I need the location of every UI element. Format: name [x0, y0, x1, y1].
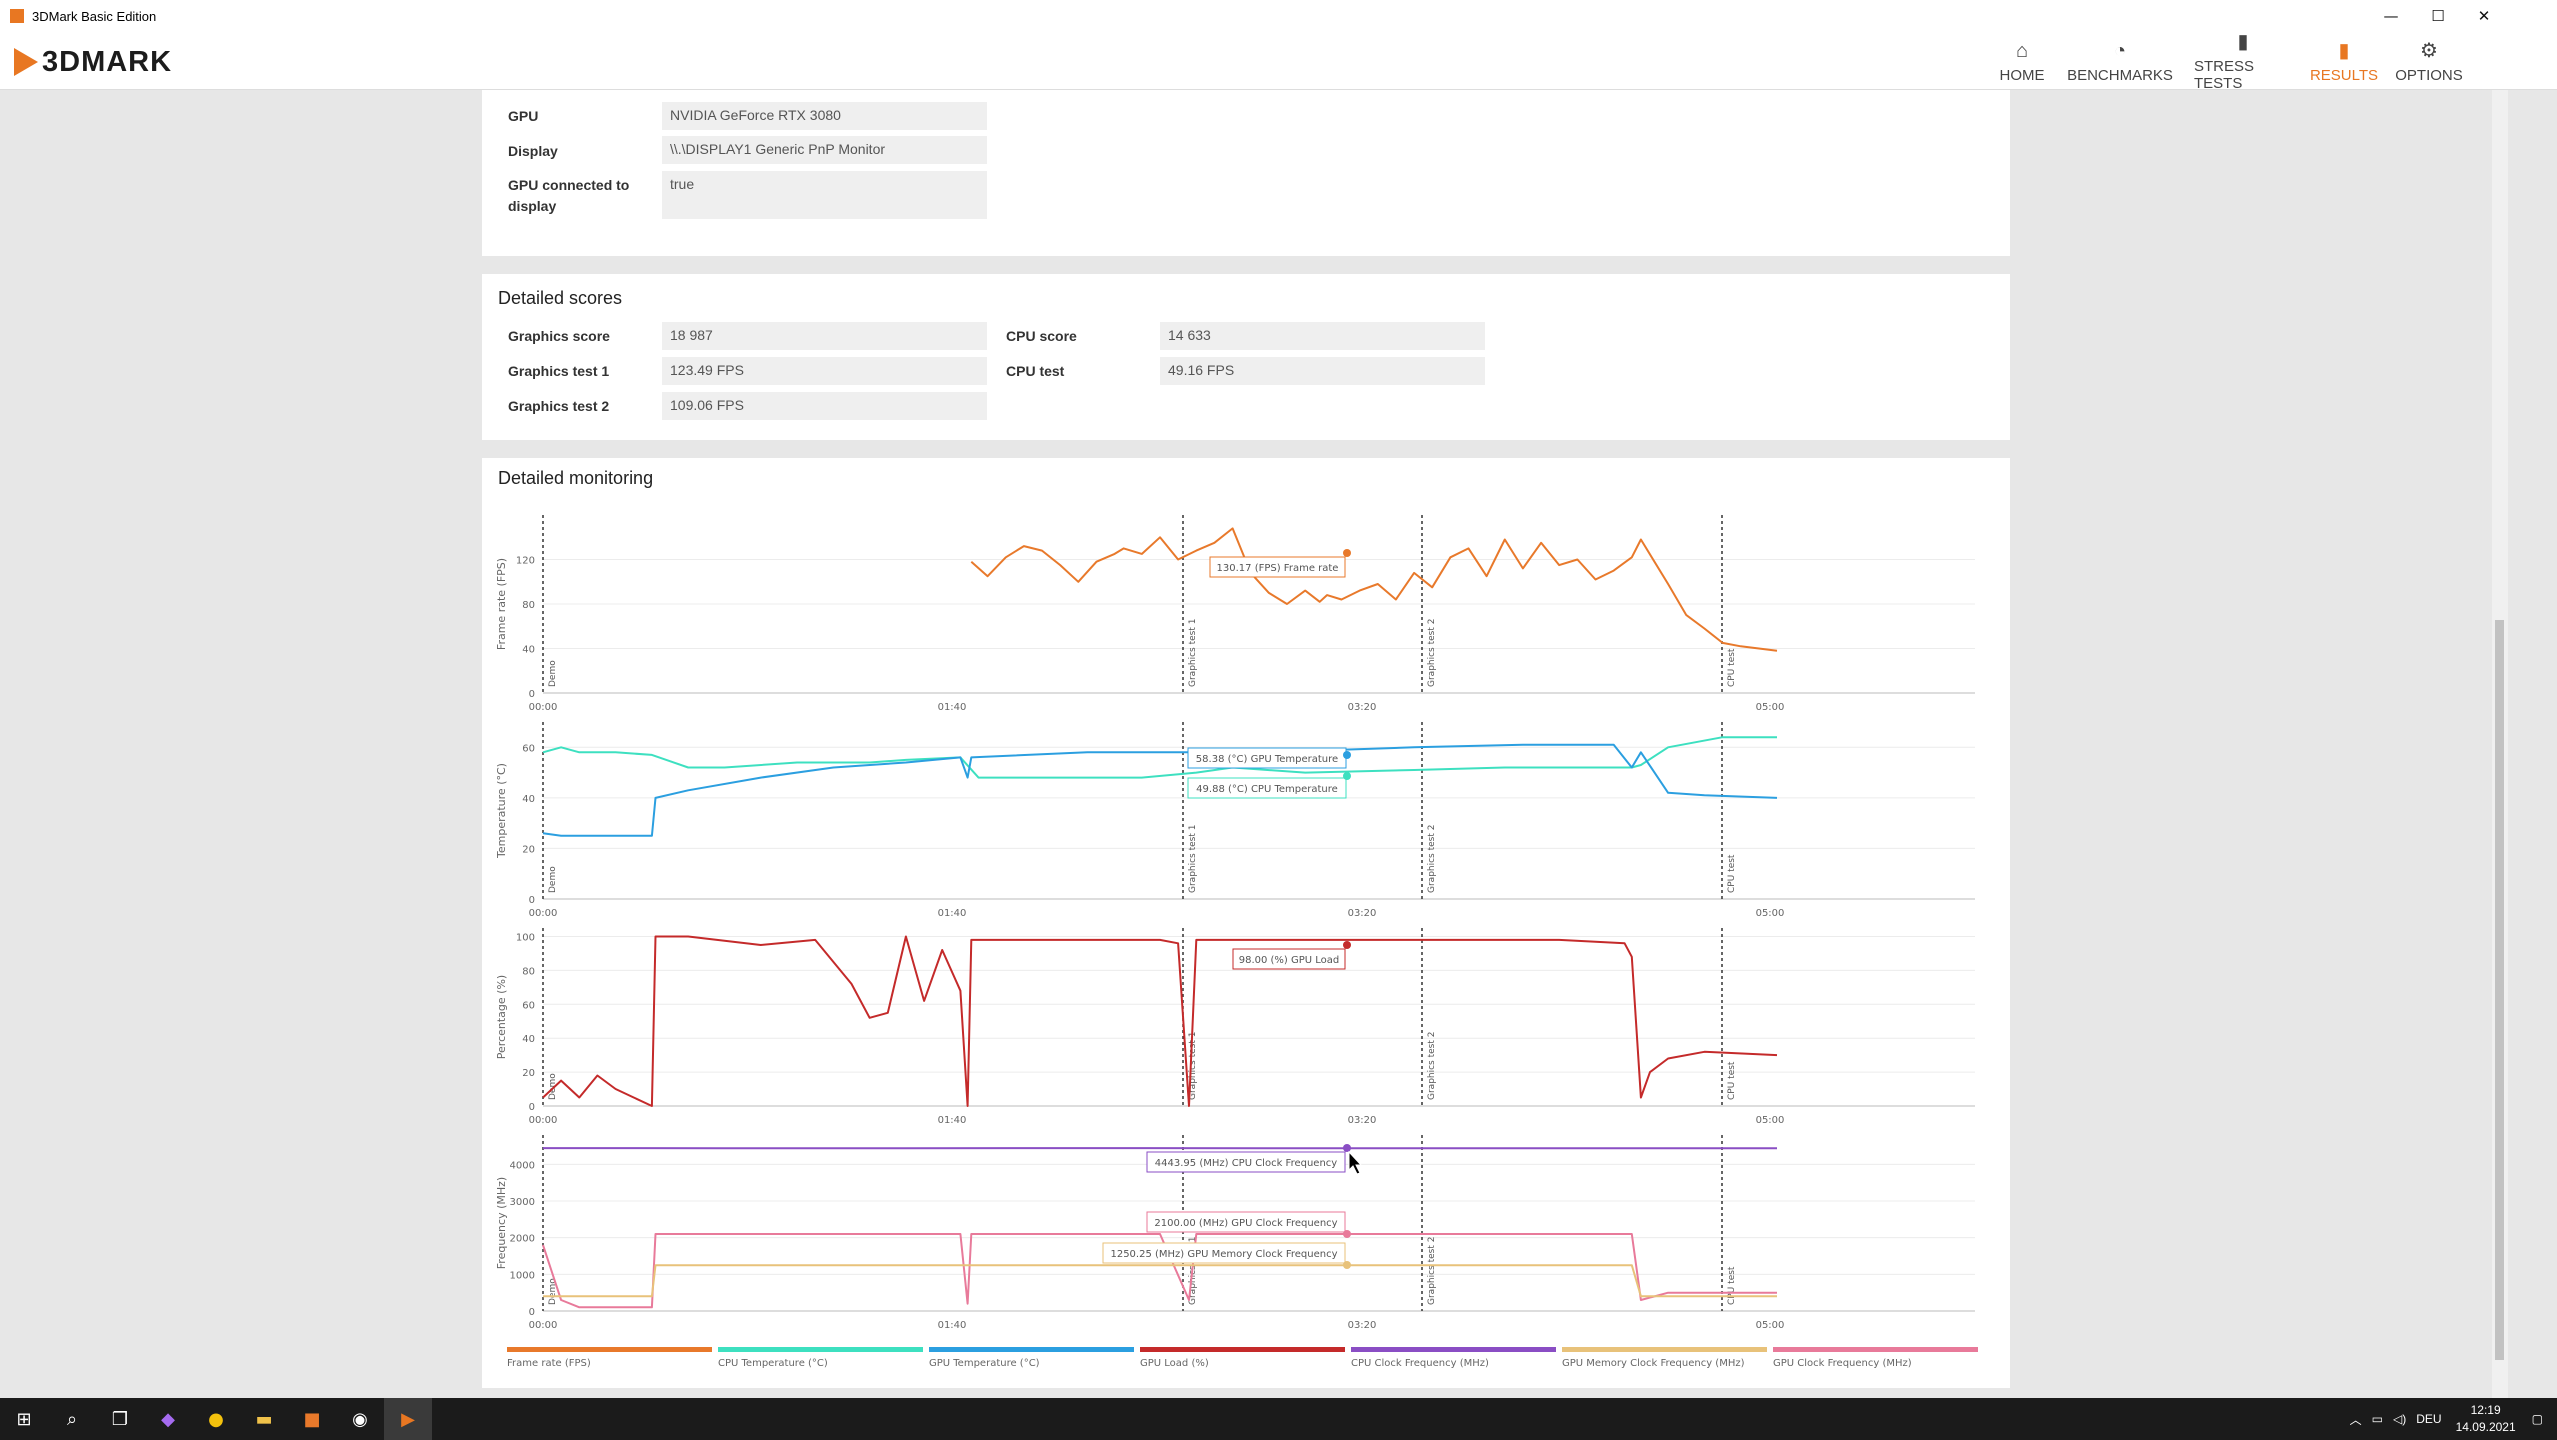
score-label: Graphics test 2 [508, 398, 610, 414]
score-label: Graphics test 1 [508, 363, 610, 379]
app-icon [10, 9, 24, 23]
score-label: CPU score [1006, 328, 1077, 344]
clock[interactable]: 12:19 14.09.2021 [2455, 1403, 2516, 1434]
legend-label: CPU Temperature (°C) [718, 1358, 828, 1369]
legend-item[interactable]: CPU Temperature (°C) [718, 1347, 923, 1369]
minimize-icon[interactable]: — [2383, 7, 2399, 25]
scrollbar[interactable] [2492, 90, 2508, 1398]
window-title-bar: 3DMark Basic Edition — ☐ ✕ [0, 0, 2557, 32]
gear-icon: ⚙ [2420, 39, 2438, 62]
app-header: 3DMARK ⌂ HOME ◔ BENCHMARKS ▮ STRESS TEST… [0, 31, 2557, 92]
search-icon[interactable]: ⌕ [66, 1408, 78, 1430]
notification-icon[interactable]: ▢ [2531, 1412, 2543, 1426]
score-value: 109.06 FPS [662, 392, 987, 420]
legend-color-bar [507, 1347, 712, 1352]
legend-label: GPU Temperature (°C) [929, 1358, 1040, 1369]
nav-label: RESULTS [2309, 66, 2379, 84]
close-icon[interactable]: ✕ [2477, 7, 2491, 25]
legend-item[interactable]: CPU Clock Frequency (MHz) [1351, 1347, 1556, 1369]
legend-item[interactable]: GPU Memory Clock Frequency (MHz) [1562, 1347, 1767, 1369]
tray-chevron-icon[interactable]: ︿ [2349, 1412, 2362, 1427]
legend-color-bar [1773, 1347, 1978, 1352]
score-label: CPU test [1006, 363, 1065, 379]
legend-color-bar [929, 1347, 1134, 1352]
legend-item[interactable]: GPU Temperature (°C) [929, 1347, 1134, 1369]
legend-color-bar [1140, 1347, 1345, 1352]
nav-benchmarks[interactable]: ◔ BENCHMARKS [2067, 32, 2173, 90]
system-info-panel: GPU NVIDIA GeForce RTX 3080 Display \\.\… [482, 90, 2010, 256]
legend-color-bar [1562, 1347, 1767, 1352]
legend-item[interactable]: GPU Clock Frequency (MHz) [1773, 1347, 1978, 1369]
app-icon-orange[interactable]: ■ [303, 1408, 321, 1430]
nav-options[interactable]: ⚙ OPTIONS [2395, 32, 2463, 90]
app-affinity-icon[interactable]: ◆ [161, 1408, 175, 1430]
legend-color-bar [1351, 1347, 1556, 1352]
score-value: 18 987 [662, 322, 987, 350]
section-title: Detailed monitoring [498, 468, 654, 488]
gpu-connected-value: true [662, 171, 987, 219]
nav-results[interactable]: ▮ RESULTS [2309, 32, 2379, 90]
results-icon: ▮ [2338, 39, 2350, 62]
score-value: 14 633 [1160, 322, 1485, 350]
legend-label: GPU Load (%) [1140, 1358, 1209, 1369]
nav-label: STRESS TESTS [2194, 58, 2255, 92]
nav-label: OPTIONS [2395, 66, 2463, 84]
gpu-label: GPU [508, 108, 539, 124]
score-value: 123.49 FPS [662, 357, 987, 385]
logo: 3DMARK [14, 40, 172, 84]
logo-text: 3DMARK [42, 45, 173, 78]
gpu-connected-label: GPU connected to display [508, 177, 630, 214]
detailed-monitoring-panel: Detailed monitoring [482, 458, 2010, 1388]
display-label: Display [508, 143, 558, 159]
bar-chart-icon: ▮ [2237, 31, 2249, 53]
section-title: Detailed scores [498, 288, 623, 308]
taskbar: ⊞ ⌕ ❐ ◆ ● ▬ ■ ◉ ▶ ︿ ▭ ◁) DEU 12:19 14.09… [0, 1398, 2557, 1440]
volume-icon[interactable]: ◁) [2393, 1412, 2407, 1426]
legend-item[interactable]: GPU Load (%) [1140, 1347, 1345, 1369]
nav-label: HOME [1999, 66, 2045, 84]
score-label: Graphics score [508, 328, 610, 344]
legend-label: Frame rate (FPS) [507, 1358, 591, 1369]
score-value: 49.16 FPS [1160, 357, 1485, 385]
system-tray: ︿ ▭ ◁) DEU 12:19 14.09.2021 ▢ [2350, 1398, 2557, 1440]
legend-item[interactable]: Frame rate (FPS) [507, 1347, 712, 1369]
gauge-icon: ◔ [2113, 39, 2127, 62]
scrollbar-thumb[interactable] [2495, 620, 2504, 1360]
3dmark-taskbar-icon[interactable]: ▶ [384, 1398, 432, 1440]
legend-color-bar [718, 1347, 923, 1352]
window-title: 3DMark Basic Edition [32, 8, 157, 24]
windows-start-icon[interactable]: ⊞ [16, 1408, 32, 1430]
maximize-icon[interactable]: ☐ [2431, 7, 2445, 25]
network-icon[interactable]: ▭ [2371, 1412, 2384, 1426]
language-indicator[interactable]: DEU [2416, 1412, 2442, 1426]
detailed-scores-panel: Detailed scores Graphics score 18 987 Gr… [482, 274, 2010, 440]
logo-mark-icon [14, 48, 38, 76]
chrome-icon[interactable]: ● [208, 1408, 224, 1430]
task-view-icon[interactable]: ❐ [111, 1408, 129, 1430]
nav-label: BENCHMARKS [2067, 66, 2173, 84]
gpu-value: NVIDIA GeForce RTX 3080 [662, 102, 987, 130]
file-explorer-icon[interactable]: ▬ [255, 1408, 273, 1430]
nav-stress-tests[interactable]: ▮ STRESS TESTS [2194, 31, 2292, 92]
nav-home[interactable]: ⌂ HOME [1999, 32, 2045, 90]
home-icon: ⌂ [2015, 39, 2029, 62]
display-value: \\.\DISPLAY1 Generic PnP Monitor [662, 136, 987, 164]
steam-icon[interactable]: ◉ [352, 1408, 368, 1430]
legend-label: GPU Memory Clock Frequency (MHz) [1562, 1358, 1745, 1369]
legend-label: GPU Clock Frequency (MHz) [1773, 1358, 1912, 1369]
legend-label: CPU Clock Frequency (MHz) [1351, 1358, 1489, 1369]
